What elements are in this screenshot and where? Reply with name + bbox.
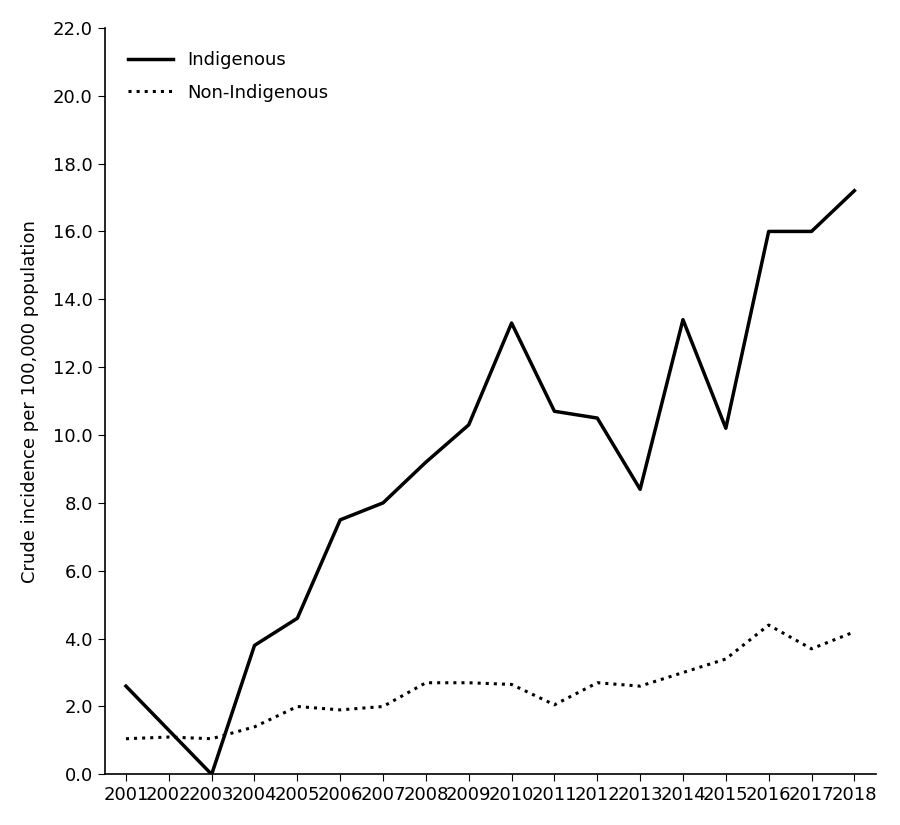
Indigenous (292, 613, 302, 623)
Non-Indigenous (206, 733, 217, 743)
Indigenous (634, 484, 645, 494)
Non-Indigenous (634, 681, 645, 691)
Non-Indigenous (678, 667, 688, 677)
Non-Indigenous (292, 701, 302, 711)
Indigenous (164, 725, 175, 735)
Indigenous (464, 420, 474, 430)
Non-Indigenous (506, 680, 517, 690)
Indigenous (678, 314, 688, 324)
Indigenous (720, 423, 731, 433)
Non-Indigenous (335, 705, 346, 714)
Indigenous (549, 407, 560, 417)
Non-Indigenous (720, 654, 731, 664)
Indigenous (249, 640, 260, 650)
Non-Indigenous (420, 678, 431, 688)
Non-Indigenous (763, 620, 774, 630)
Non-Indigenous (549, 700, 560, 710)
Indigenous (592, 413, 603, 423)
Indigenous (206, 770, 217, 780)
Line: Non-Indigenous: Non-Indigenous (126, 625, 854, 738)
Non-Indigenous (806, 644, 817, 653)
Indigenous (335, 515, 346, 525)
Non-Indigenous (849, 627, 859, 637)
Indigenous (849, 186, 859, 196)
Non-Indigenous (378, 701, 389, 711)
Indigenous (506, 318, 517, 328)
Y-axis label: Crude incidence per 100,000 population: Crude incidence per 100,000 population (21, 219, 39, 582)
Legend: Indigenous, Non-Indigenous: Indigenous, Non-Indigenous (113, 37, 343, 116)
Indigenous (378, 498, 389, 508)
Indigenous (420, 457, 431, 467)
Non-Indigenous (249, 722, 260, 732)
Indigenous (763, 227, 774, 237)
Indigenous (121, 681, 131, 691)
Non-Indigenous (592, 678, 603, 688)
Non-Indigenous (164, 732, 175, 742)
Indigenous (806, 227, 817, 237)
Non-Indigenous (464, 678, 474, 688)
Non-Indigenous (121, 733, 131, 743)
Line: Indigenous: Indigenous (126, 191, 854, 775)
